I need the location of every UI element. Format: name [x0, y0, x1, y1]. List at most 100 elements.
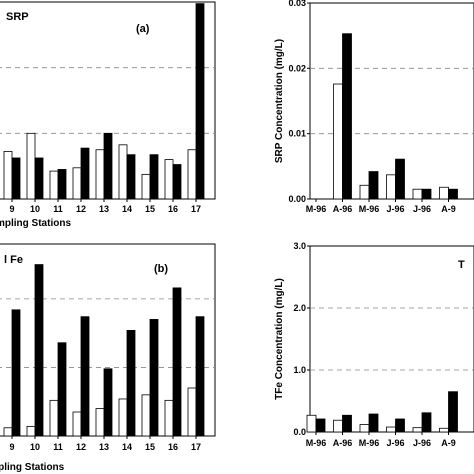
bar-black [395, 418, 405, 433]
x-tick-label: 14 [122, 204, 132, 214]
bar-white [439, 427, 449, 433]
bar-black [421, 188, 432, 200]
bar-white [95, 408, 105, 437]
bar-white [306, 414, 317, 433]
bar-white [333, 83, 343, 200]
bar-black [149, 154, 159, 200]
panel-bottom-right: 0.0 1.0 2.0 3.0 M-96 A-96 M-96 J-96 J-96 A-9 T TFe … [274, 241, 474, 448]
bar-white [49, 399, 59, 437]
x-tick-label: 15 [145, 204, 155, 214]
bar-white [3, 427, 13, 437]
x-tick-label: 10 [30, 204, 40, 214]
bar-black [80, 147, 90, 200]
plot-frame [0, 1, 216, 200]
y-tick-label: 0.0 [293, 427, 306, 437]
bar-white [49, 170, 59, 200]
bar-white [118, 398, 128, 437]
bar-black [103, 132, 113, 200]
panel-title: SRP [6, 11, 29, 23]
bar-white [439, 186, 449, 200]
x-tick-label: 14 [122, 442, 132, 452]
bar-white [187, 149, 197, 200]
bar-white [26, 425, 36, 437]
y-axis-label: SRP Concentration (mg/L) [274, 39, 285, 163]
x-tick-label: 15 [145, 442, 155, 452]
y-tick-label: 0.03 [288, 0, 306, 8]
x-tick-label: J-96 [386, 204, 404, 214]
bar-black [11, 157, 21, 200]
x-tick-label: 9 [9, 204, 14, 214]
bar-black [195, 3, 205, 200]
bar-black [126, 329, 136, 437]
y-tick-label: 2.0 [293, 303, 306, 313]
bar-white [333, 419, 343, 433]
x-tick-label: 12 [76, 442, 86, 452]
bar-black [149, 319, 159, 437]
bar-black [57, 342, 67, 437]
bar-black [368, 171, 379, 200]
x-tick-label: 9 [9, 442, 14, 452]
bar-white [164, 159, 174, 200]
bar-black [342, 414, 352, 433]
bar-white [118, 144, 128, 200]
y-tick-label: 0.02 [288, 63, 306, 73]
bar-white [141, 173, 151, 200]
x-tick-label: A-96 [333, 204, 353, 214]
bar-black [103, 368, 113, 437]
bar-black [34, 157, 44, 200]
panel-top-right: 0.00 0.01 0.02 0.03 M-96 A-96 M-96 J-96 J-96 A-9 S… [274, 0, 474, 214]
bar-black [195, 316, 205, 437]
bar-black [448, 391, 458, 433]
x-tick-label: 11 [53, 204, 63, 214]
y-axis-label: TFe Concentration (mg/L) [274, 278, 285, 400]
bar-black [448, 188, 458, 200]
bar-white [359, 184, 370, 200]
x-tick-label: M-96 [359, 438, 380, 448]
x-tick-label: 13 [99, 204, 109, 214]
bar-white [412, 188, 423, 200]
x-axis-label: upling Stations [0, 462, 65, 473]
x-tick-label: A-9 [441, 204, 456, 214]
panel-title: T [458, 259, 465, 271]
bar-white [72, 411, 82, 437]
x-tick-label: J-96 [386, 438, 404, 448]
bar-white [72, 167, 82, 200]
bar-black [80, 316, 90, 437]
x-tick-label: 11 [53, 442, 63, 452]
x-tick-label: J-96 [413, 438, 431, 448]
x-tick-label: M-96 [359, 204, 380, 214]
bar-black [395, 158, 405, 200]
bar-white [3, 150, 13, 200]
panel-bottom-left: 9 10 11 12 13 14 15 16 17 l Fe (b) upling Stations [0, 243, 216, 473]
panel-title: l Fe [4, 254, 23, 266]
x-tick-label: A-9 [441, 438, 456, 448]
plot-frame [0, 243, 216, 437]
y-tick-label: 1.0 [293, 365, 306, 375]
bar-black [57, 169, 67, 200]
y-tick-label: 0.00 [288, 194, 306, 204]
x-tick-label: 12 [76, 204, 86, 214]
bar-black [172, 287, 182, 437]
y-tick-label: 3.0 [293, 241, 306, 251]
x-tick-label: 17 [191, 204, 201, 214]
bar-white [141, 394, 151, 437]
x-tick-label: 17 [191, 442, 201, 452]
bar-black [368, 413, 379, 433]
x-tick-label: 10 [30, 442, 40, 452]
bar-white [164, 399, 174, 437]
bar-black [11, 309, 21, 437]
bar-white [412, 427, 423, 433]
bar-white [386, 426, 396, 433]
x-tick-label: 13 [99, 442, 109, 452]
bar-white [359, 424, 370, 433]
x-tick-label: M-96 [306, 204, 327, 214]
bar-black [315, 418, 326, 433]
x-tick-label: M-96 [306, 438, 327, 448]
bar-white [26, 132, 36, 200]
panel-label: (b) [154, 263, 168, 275]
bar-white [386, 174, 396, 200]
bar-black [421, 412, 432, 433]
x-tick-label: 16 [168, 204, 178, 214]
bar-black [126, 154, 136, 200]
